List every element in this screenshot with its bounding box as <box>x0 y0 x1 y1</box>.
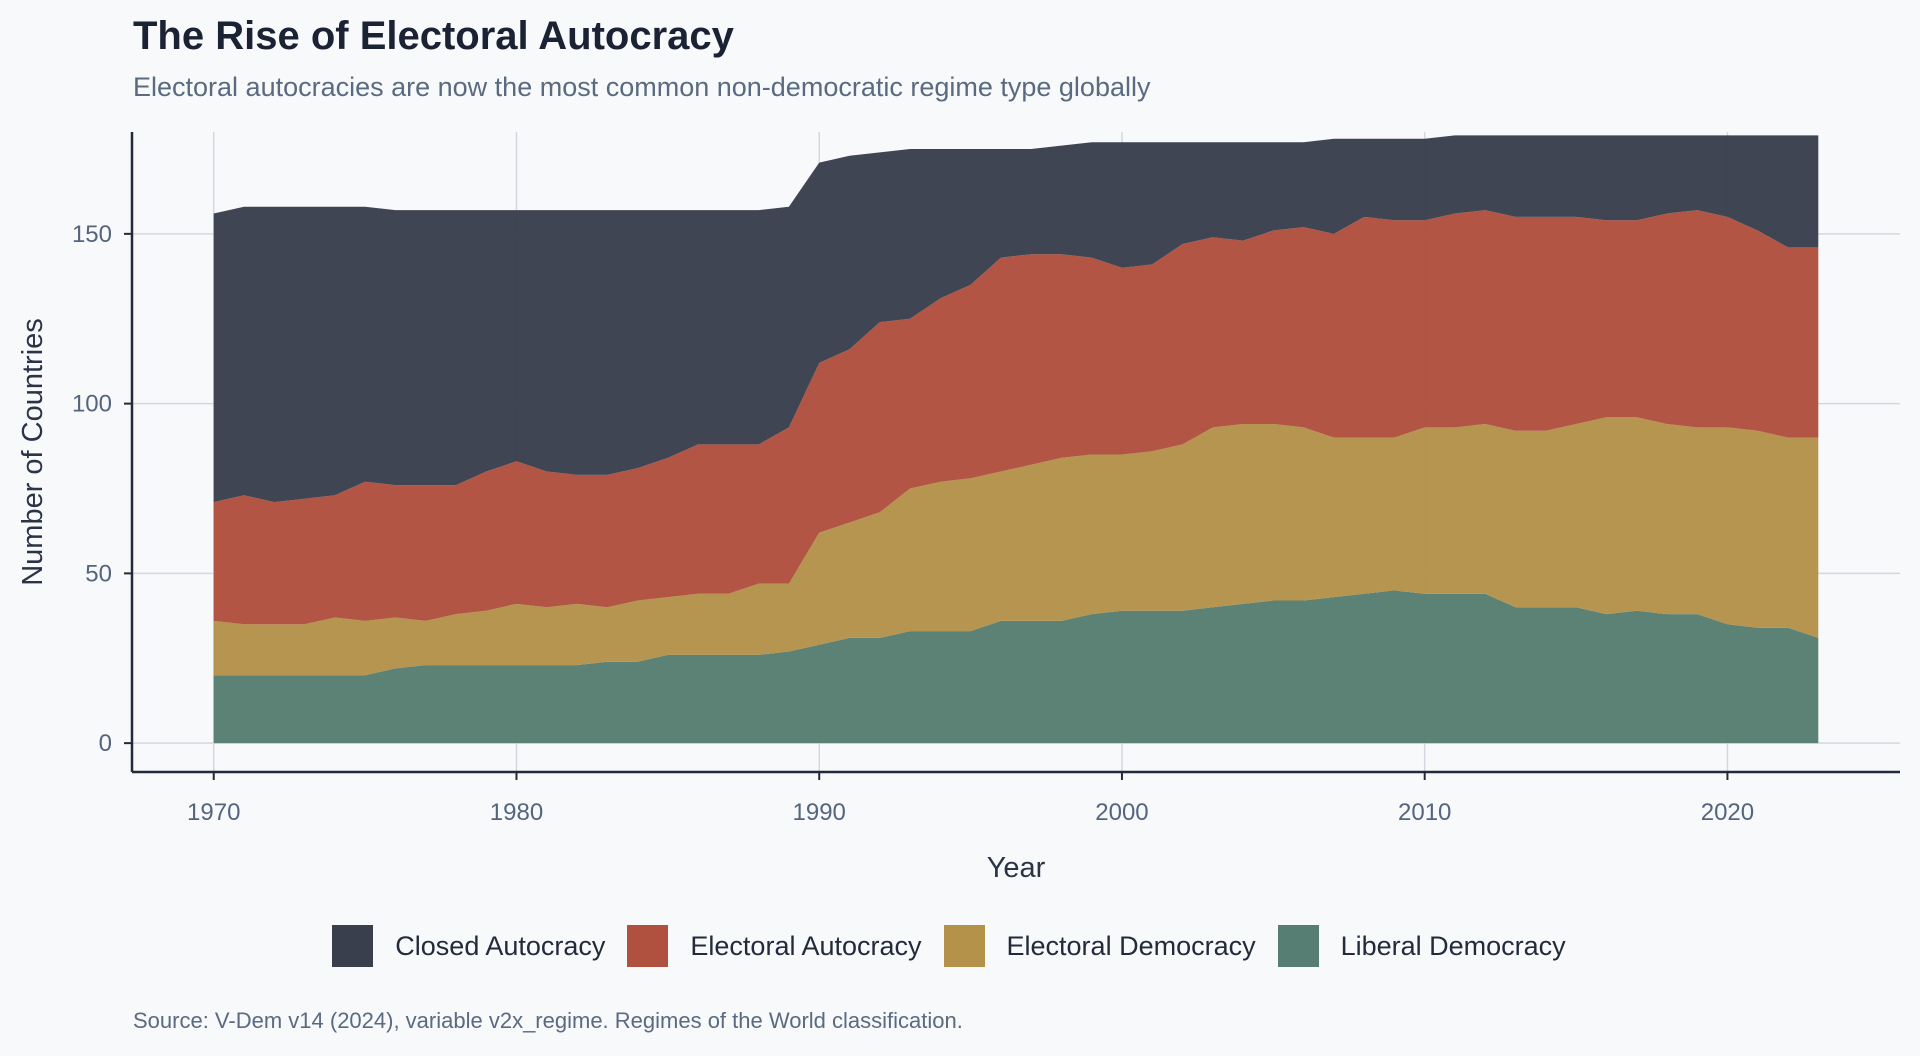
axes <box>124 132 1900 780</box>
legend-label: Closed Autocracy <box>395 930 606 961</box>
legend-swatch <box>943 925 985 967</box>
area-electoral-democracy <box>213 417 1819 676</box>
x-tick-label: 2020 <box>1701 799 1754 826</box>
legend-swatch <box>627 925 669 967</box>
legend-item-closed-autocracy: Closed Autocracy <box>332 925 605 967</box>
x-tick-label: 2010 <box>1398 799 1451 826</box>
source-note: Source: V-Dem v14 (2024), variable v2x_r… <box>133 1008 963 1033</box>
legend-item-liberal-democracy: Liberal Democracy <box>1277 925 1566 967</box>
legend-item-electoral-autocracy: Electoral Autocracy <box>627 925 922 967</box>
y-tick-label: 50 <box>85 560 112 587</box>
legend-swatch <box>332 925 374 967</box>
y-tick-label: 0 <box>99 730 112 757</box>
chart-title: The Rise of Electoral Autocracy <box>133 14 734 58</box>
legend-label: Electoral Autocracy <box>690 930 922 961</box>
x-tick-label: 2000 <box>1095 799 1148 826</box>
y-tick-labels: 0 50 100 150 <box>72 221 112 757</box>
y-tick-label: 100 <box>72 391 112 418</box>
x-tick-label: 1980 <box>490 799 543 826</box>
x-axis-title: Year <box>987 852 1046 884</box>
legend-label: Electoral Democracy <box>1006 930 1256 961</box>
legend-swatch <box>1277 925 1319 967</box>
y-axis-title: Number of Countries <box>17 318 49 586</box>
area-liberal-democracy <box>213 590 1819 744</box>
area-layers <box>213 135 1819 744</box>
area-closed-autocracy <box>213 135 1819 503</box>
chart-subtitle: Electoral autocracies are now the most c… <box>133 72 1151 102</box>
area-electoral-autocracy <box>213 210 1819 625</box>
legend-label: Liberal Democracy <box>1340 930 1566 961</box>
y-tick-label: 150 <box>72 221 112 248</box>
legend: Closed Autocracy Electoral Autocracy Elect… <box>0 925 1920 967</box>
x-tick-labels: 1970 1980 1990 2000 2010 2020 <box>187 799 1754 826</box>
x-tick-label: 1990 <box>793 799 846 826</box>
x-tick-label: 1970 <box>187 799 240 826</box>
legend-item-electoral-democracy: Electoral Democracy <box>943 925 1256 967</box>
